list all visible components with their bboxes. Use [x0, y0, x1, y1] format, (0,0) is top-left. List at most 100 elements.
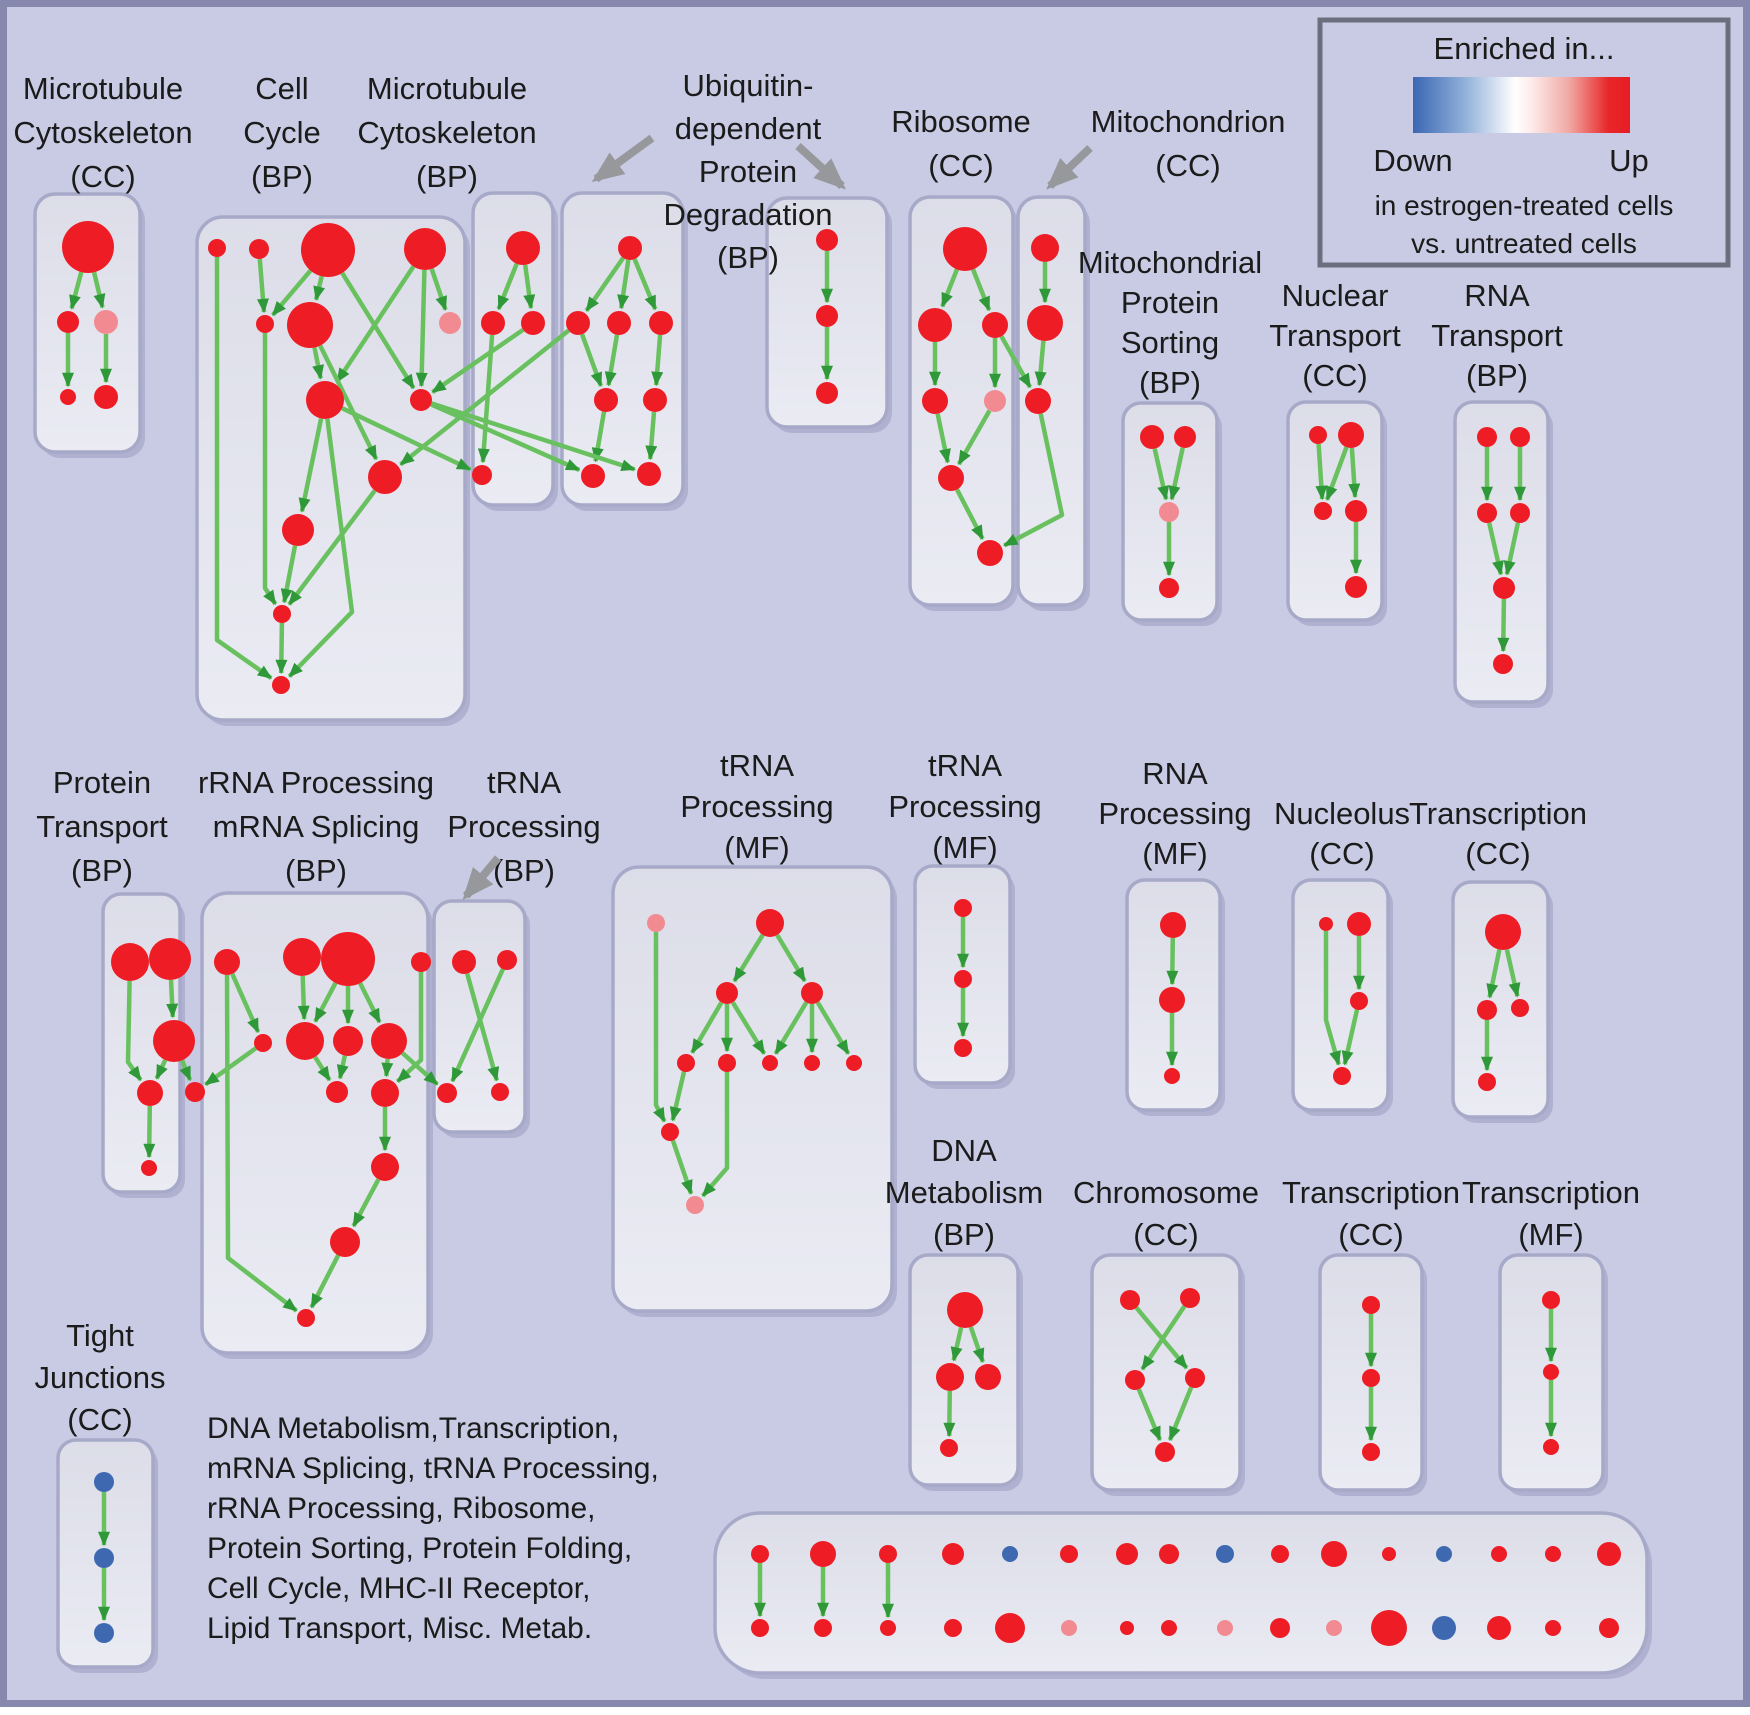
go-term-node-v6 — [718, 1054, 736, 1072]
go-term-node-j1 — [94, 1472, 114, 1492]
go-term-node-t3 — [437, 1083, 457, 1103]
go-term-node-v8 — [804, 1055, 820, 1071]
edge-q1-q3 — [1315, 443, 1328, 501]
nucleolus-label: Nucleolus (CC) — [1274, 796, 1410, 871]
go-term-node-h2 — [1362, 1369, 1380, 1387]
gray-pointer-arrow-4 — [462, 855, 502, 901]
go-term-node-y1 — [954, 899, 972, 917]
go-term-node-t4 — [491, 1083, 509, 1101]
go-term-node-s3 — [1159, 502, 1179, 522]
go-term-node-g2 — [1477, 1000, 1497, 1020]
edge-n6-n10 — [318, 344, 379, 461]
go-term-node-kt10 — [1321, 1541, 1347, 1567]
trna-mf2-label: tRNA Processing (MF) — [888, 748, 1041, 865]
transcription-mf-label: Transcription (MF) — [1462, 1175, 1640, 1252]
go-term-node-n3 — [301, 223, 355, 277]
edge-v5-v10 — [669, 1071, 687, 1122]
edge-b1-b2 — [496, 262, 519, 311]
legend-down-label: Down — [1373, 143, 1452, 178]
go-term-node-m1 — [1027, 305, 1063, 341]
go-term-node-b2 — [481, 311, 505, 335]
edge-fL-fO — [336, 1055, 349, 1080]
edge-pB-pC — [166, 979, 179, 1019]
edge-d1-d2 — [950, 1327, 964, 1362]
edge-n6-n8 — [312, 347, 324, 380]
go-term-node-i1 — [1542, 1291, 1560, 1309]
edge-m1-m2 — [1034, 340, 1047, 387]
go-term-node-n10 — [368, 460, 402, 494]
misc-terms-annotation: DNA Metabolism,Transcription, mRNA Splic… — [207, 1412, 659, 1645]
edge-d1-d3 — [968, 1326, 985, 1364]
go-term-node-u2 — [607, 311, 631, 335]
go-term-node-q4 — [1345, 500, 1367, 522]
nuclear-transport-label: Nuclear Transport (CC) — [1269, 278, 1401, 393]
edge-v3-v7 — [730, 1001, 767, 1055]
edge-c4-c5 — [1167, 1386, 1194, 1442]
go-term-node-z1 — [1160, 912, 1186, 938]
go-term-node-kt2 — [879, 1545, 897, 1563]
go-term-node-u3 — [649, 311, 673, 335]
go-term-node-n13 — [272, 676, 290, 694]
edge-fH-fK — [313, 981, 338, 1023]
go-term-node-b1 — [506, 231, 540, 265]
go-term-node-w4 — [1510, 503, 1530, 523]
go-term-node-fO — [326, 1081, 348, 1103]
go-term-node-d1 — [947, 1292, 983, 1328]
go-term-node-z3 — [1164, 1068, 1180, 1084]
go-term-node-t1 — [452, 950, 476, 974]
go-term-node-kt11 — [1382, 1547, 1396, 1561]
go-term-node-h3 — [1362, 1443, 1380, 1461]
edge-pD-pE — [143, 1105, 156, 1159]
go-term-node-kt15 — [1597, 1542, 1621, 1566]
edge-r0-r2 — [971, 268, 992, 312]
go-term-node-m0 — [1031, 234, 1059, 262]
nucleolus-box — [1291, 878, 1390, 1112]
go-term-node-j2 — [94, 1548, 114, 1568]
rna-transport-box — [1453, 400, 1550, 704]
go-term-node-u4 — [594, 388, 618, 412]
go-term-node-fK — [286, 1022, 324, 1060]
go-term-node-pB — [149, 938, 191, 980]
edge-n8-n13 — [287, 418, 355, 678]
go-term-node-d3 — [975, 1364, 1001, 1390]
go-term-node-c4 — [1185, 1368, 1205, 1388]
edge-c3-c5 — [1136, 1388, 1163, 1442]
edge-fM-t3 — [400, 1051, 439, 1086]
go-term-node-kt6 — [1116, 1543, 1138, 1565]
go-term-node-kt13 — [1491, 1546, 1507, 1562]
edge-d2-d4 — [943, 1390, 956, 1438]
edge-w3-w5 — [1487, 522, 1504, 576]
go-term-node-h1 — [1362, 1296, 1380, 1314]
edge-u0-u2 — [617, 259, 631, 310]
rna-transport-label: RNA Transport (BP) — [1431, 278, 1563, 393]
edge-t1-t4 — [465, 972, 500, 1082]
go-term-node-fG — [283, 938, 321, 976]
go-term-node-kt9 — [1271, 1545, 1289, 1563]
edge-n9-u7 — [430, 401, 636, 472]
edge-r4-r5 — [956, 409, 992, 466]
go-term-node-n11 — [282, 514, 314, 546]
go-term-node-u1 — [566, 311, 590, 335]
edge-n5-n12 — [262, 333, 278, 606]
network-nodes — [57, 221, 1621, 1646]
go-term-node-kt12 — [1436, 1546, 1452, 1562]
edge-u5-u7 — [645, 411, 658, 461]
edge-pC-pD — [154, 1059, 168, 1080]
go-term-node-v4 — [801, 982, 823, 1004]
go-term-node-n5 — [256, 315, 274, 333]
go-term-node-kt4 — [1002, 1546, 1018, 1562]
edge-n8-b4 — [341, 406, 472, 472]
legend-title: Enriched in... — [1434, 31, 1615, 66]
cluster-labels: Microtubule Cytoskeleton (CC) Cell Cycle (BP)… — [13, 68, 1640, 1437]
go-term-node-r5 — [938, 465, 964, 491]
mtbp-label: Microtubule Cytoskeleton (BP) — [357, 71, 536, 194]
go-term-node-n7 — [439, 312, 461, 334]
go-term-node-kt0 — [751, 1545, 769, 1563]
edge-fF-fJ — [230, 972, 261, 1034]
edge-v2-v3 — [732, 933, 765, 983]
go-term-node-r2 — [982, 312, 1008, 338]
edge-n10-n12 — [287, 489, 377, 606]
go-term-node-n1 — [208, 239, 226, 257]
edge-a1-a2 — [69, 271, 84, 310]
